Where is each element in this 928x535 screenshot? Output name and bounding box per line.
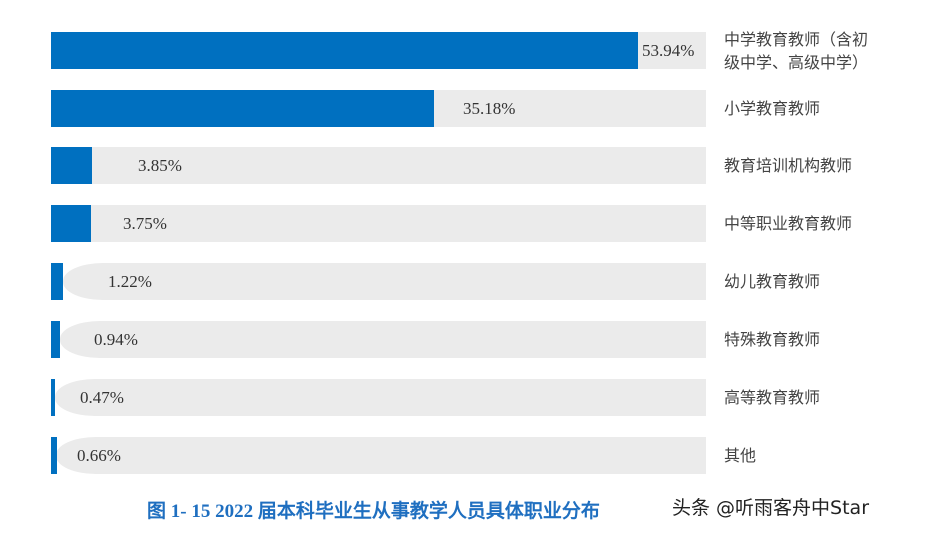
bar-row-higher-ed-teacher: 0.47% [51, 379, 706, 416]
bar-track [55, 379, 706, 416]
value-label: 3.75% [123, 214, 167, 233]
category-label: 幼儿教育教师 [724, 272, 821, 291]
bar-fill [51, 437, 57, 474]
bar-track [56, 437, 706, 474]
bar-fill [51, 32, 638, 69]
bar-row-primary-teacher: 35.18% [51, 90, 706, 127]
category-label: 中学教育教师（含初 级中学、高级中学） [724, 28, 868, 74]
bar-track [51, 205, 706, 242]
bar-row-other: 0.66% [51, 437, 706, 474]
bar-fill [51, 90, 434, 127]
bar-fill [51, 147, 92, 184]
value-label: 0.66% [77, 446, 121, 465]
category-label: 其他 [724, 446, 757, 465]
bar-row-special-ed-teacher: 0.94% [51, 321, 706, 358]
bar-row-training-teacher: 3.85% [51, 147, 706, 184]
category-label-line2: 级中学、高级中学） [724, 53, 869, 72]
bar-fill [51, 263, 63, 300]
bar-fill [51, 379, 55, 416]
bar-track [63, 263, 706, 300]
category-label: 高等教育教师 [724, 388, 821, 407]
value-label: 0.94% [94, 330, 138, 349]
bar-row-secondary-teacher: 53.94% [51, 32, 706, 69]
bar-fill [51, 321, 60, 358]
category-label: 教育培训机构教师 [724, 156, 853, 175]
value-label: 1.22% [108, 272, 152, 291]
watermark: 头条 @听雨客舟中Star [672, 497, 870, 519]
bar-row-vocational-teacher: 3.75% [51, 205, 706, 242]
figure-caption: 图 1- 15 2022 届本科毕业生从事教学人员具体职业分布 [147, 501, 600, 522]
bar-fill [51, 205, 91, 242]
value-label: 53.94% [642, 41, 695, 60]
value-label: 0.47% [80, 388, 124, 407]
value-label: 35.18% [463, 99, 516, 118]
category-label: 特殊教育教师 [724, 330, 821, 349]
bar-row-preschool-teacher: 1.22% [51, 263, 706, 300]
bar-track [60, 321, 706, 358]
value-label: 3.85% [138, 156, 182, 175]
bar-track [51, 147, 706, 184]
category-label-line1: 中学教育教师（含初 [724, 30, 869, 49]
category-label: 中等职业教育教师 [724, 214, 853, 233]
category-label: 小学教育教师 [724, 99, 821, 118]
